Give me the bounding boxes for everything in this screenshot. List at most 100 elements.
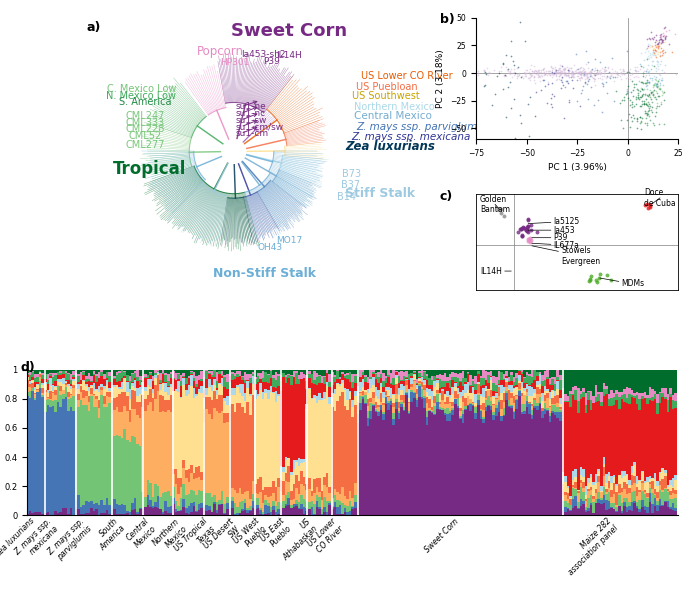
Bar <box>29 512 32 515</box>
Bar <box>549 416 551 422</box>
Bar <box>669 507 672 509</box>
Bar <box>147 370 149 374</box>
Point <box>571 64 582 74</box>
Bar <box>357 370 359 377</box>
Text: HP301: HP301 <box>220 58 249 67</box>
Bar <box>75 383 77 384</box>
Bar <box>164 370 167 373</box>
Bar <box>95 396 98 399</box>
Point <box>572 68 583 77</box>
Bar <box>80 384 82 386</box>
Bar <box>151 506 154 509</box>
Point <box>584 75 595 84</box>
Bar <box>410 377 413 385</box>
Bar <box>600 370 603 392</box>
Bar <box>608 399 610 406</box>
Point <box>656 31 667 41</box>
Bar <box>279 466 282 474</box>
Bar <box>29 380 32 381</box>
Bar <box>615 486 618 492</box>
Bar <box>649 398 651 400</box>
Bar <box>590 400 593 410</box>
Bar <box>111 513 113 515</box>
Point <box>656 75 667 84</box>
Point <box>648 44 659 54</box>
Bar <box>219 505 221 515</box>
Point <box>555 63 566 73</box>
Point <box>537 64 548 74</box>
Point <box>590 74 601 83</box>
Bar <box>538 374 541 384</box>
Point <box>636 61 647 71</box>
Point <box>525 235 536 244</box>
Bar <box>403 372 406 376</box>
Bar <box>562 471 564 474</box>
Bar <box>264 487 267 495</box>
Point <box>632 66 643 75</box>
Bar <box>264 514 267 515</box>
Bar <box>336 371 338 379</box>
Bar <box>67 380 70 385</box>
Bar <box>210 400 213 419</box>
Point <box>549 68 560 77</box>
Bar <box>134 377 136 380</box>
Point <box>642 199 653 209</box>
Bar <box>495 393 497 398</box>
Bar <box>349 392 351 399</box>
Point <box>571 65 582 74</box>
Bar <box>108 372 111 376</box>
Bar <box>531 397 534 404</box>
Bar <box>354 396 357 406</box>
Bar <box>257 397 259 479</box>
Bar <box>285 504 288 506</box>
Bar <box>385 391 387 395</box>
Point <box>561 71 572 80</box>
Bar <box>649 479 651 482</box>
Bar <box>244 383 247 393</box>
Point <box>576 69 587 78</box>
Bar <box>556 370 559 377</box>
Point <box>580 66 591 75</box>
Bar <box>582 397 584 469</box>
Bar <box>615 505 618 507</box>
Bar <box>482 419 485 422</box>
Bar <box>605 494 608 500</box>
Bar <box>636 370 638 392</box>
Bar <box>229 507 231 514</box>
Bar <box>459 373 462 380</box>
Bar <box>490 397 493 401</box>
Bar <box>615 394 618 400</box>
Bar <box>236 371 239 374</box>
Bar <box>236 377 239 385</box>
Point <box>516 231 527 240</box>
Bar <box>659 392 662 403</box>
Point <box>566 66 577 76</box>
Bar <box>418 371 421 373</box>
Bar <box>154 373 157 375</box>
Bar <box>372 405 375 406</box>
Bar <box>621 503 623 511</box>
Point <box>640 72 651 81</box>
Point <box>508 94 519 104</box>
Point <box>582 79 593 89</box>
Point <box>562 76 573 86</box>
Bar <box>129 399 131 410</box>
Bar <box>208 397 210 415</box>
Bar <box>300 483 303 495</box>
Bar <box>546 379 549 389</box>
Point <box>588 74 599 84</box>
Bar <box>151 370 154 376</box>
Bar <box>408 412 410 413</box>
Bar <box>241 494 244 501</box>
Bar <box>328 494 331 501</box>
Bar <box>285 495 288 504</box>
Bar <box>180 370 182 374</box>
Point <box>632 114 643 123</box>
Point <box>627 92 638 101</box>
Point <box>634 59 645 69</box>
Point <box>597 63 608 73</box>
Point <box>598 80 609 89</box>
Bar <box>198 380 200 389</box>
Bar <box>272 480 275 493</box>
Bar <box>157 391 160 486</box>
